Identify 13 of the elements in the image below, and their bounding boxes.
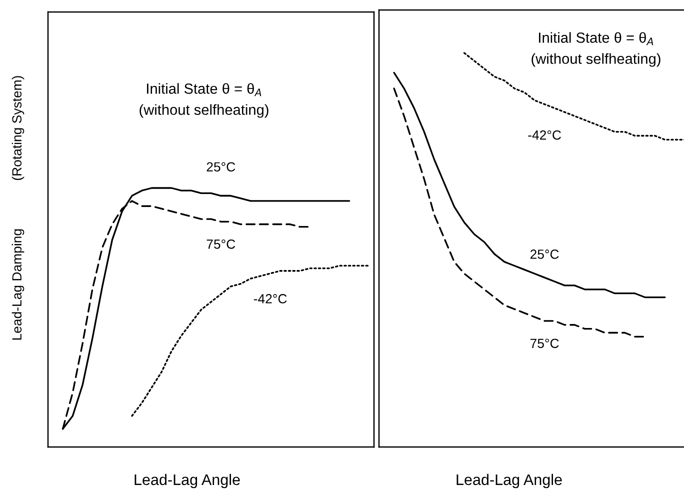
annotation: (without selfheating) bbox=[532, 53, 660, 67]
y-axis-title: Lead-Lag Damping (Rotating System) bbox=[12, 76, 24, 340]
text: Initial State θ = θ$_{A}$ bbox=[147, 83, 262, 96]
text: (without selfheating) bbox=[140, 104, 268, 118]
series-label: 75°C bbox=[530, 338, 559, 348]
series-label: 25°C bbox=[530, 250, 559, 259]
text: Initial State θ = θ$_{A}$ bbox=[539, 32, 654, 46]
x-axis-title: Lead-Lag Angle bbox=[456, 474, 562, 488]
series-label: -42°C bbox=[254, 294, 287, 304]
series-label: 25°C bbox=[206, 162, 236, 172]
series-label: -42°C bbox=[528, 130, 561, 140]
series-label: 75°C bbox=[206, 239, 236, 249]
x-axis-title: Lead-Lag Angle bbox=[134, 474, 240, 488]
